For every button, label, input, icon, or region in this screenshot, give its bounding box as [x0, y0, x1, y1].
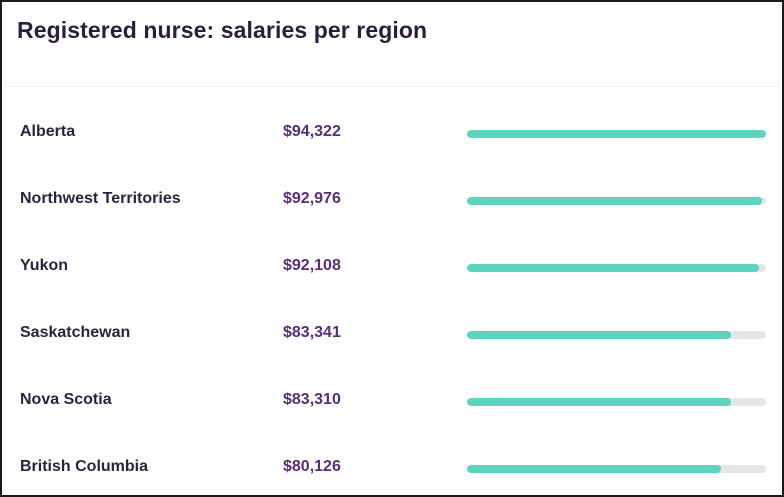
salary-value: $92,108 — [283, 257, 341, 274]
salary-bar — [467, 197, 762, 205]
salary-bar — [467, 465, 721, 473]
region-label: British Columbia — [20, 458, 149, 475]
salary-bar-track — [467, 264, 766, 272]
salary-value: $94,322 — [283, 123, 341, 140]
region-label: Saskatchewan — [20, 324, 131, 341]
salary-bar — [467, 398, 732, 406]
salary-bar-track — [467, 130, 766, 138]
chart-title: Registered nurse: salaries per region — [17, 17, 428, 43]
region-label: Northwest Territories — [20, 190, 181, 207]
salary-value: $83,310 — [283, 391, 341, 408]
salary-value: $80,126 — [283, 458, 341, 475]
salary-row-northwest-territories: Northwest Territories $92,976 — [2, 186, 782, 216]
salary-bar — [467, 264, 759, 272]
salary-value: $83,341 — [283, 324, 341, 341]
salary-row-alberta: Alberta $94,322 — [2, 119, 782, 149]
header-divider — [4, 86, 780, 87]
salary-bar — [467, 130, 766, 138]
region-label: Alberta — [20, 123, 76, 140]
salary-value: $92,976 — [283, 190, 341, 207]
salary-row-british-columbia: British Columbia $80,126 — [2, 454, 782, 484]
region-label: Nova Scotia — [20, 391, 112, 408]
salary-bar — [467, 331, 732, 339]
salary-bar-track — [467, 197, 766, 205]
salary-row-yukon: Yukon $92,108 — [2, 253, 782, 283]
salary-bar-track — [467, 331, 766, 339]
salary-row-saskatchewan: Saskatchewan $83,341 — [2, 320, 782, 350]
region-label: Yukon — [20, 257, 69, 274]
salary-bar-track — [467, 398, 766, 406]
salary-row-nova-scotia: Nova Scotia $83,310 — [2, 387, 782, 417]
salary-bar-track — [467, 465, 766, 473]
